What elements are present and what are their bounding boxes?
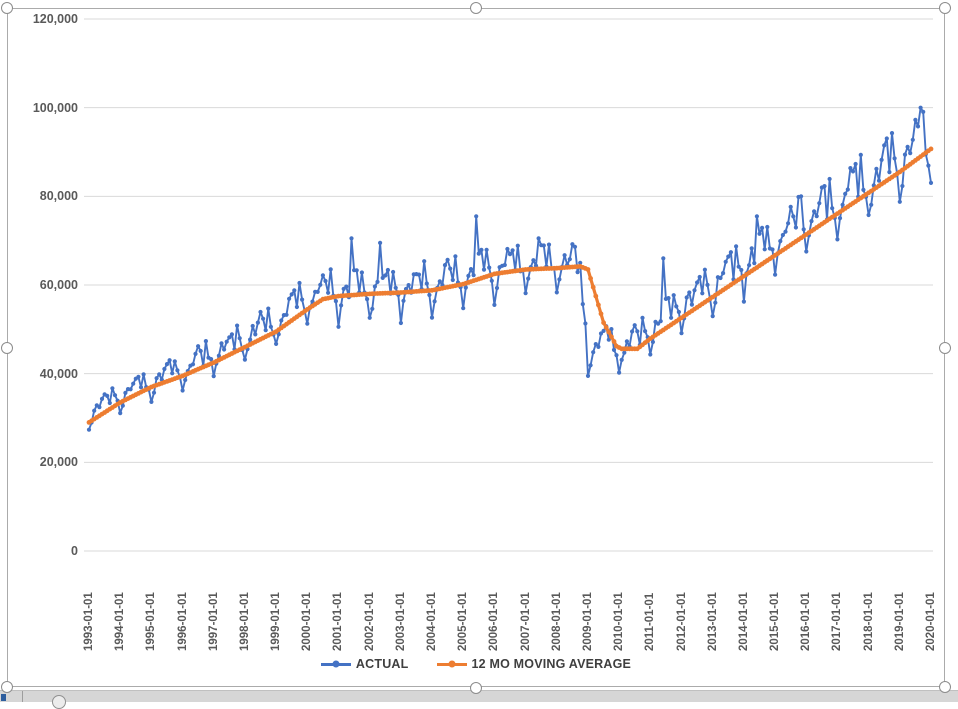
selection-handle-top-right[interactable]: [939, 2, 951, 14]
y-tick-label: 120,000: [32, 12, 78, 26]
x-tick-label: 2020-01-01: [925, 592, 937, 651]
x-tick-label: 1996-01-01: [176, 592, 189, 651]
x-tick-label: 1998-01-01: [238, 592, 251, 651]
x-tick-label: 2006-01-01: [488, 592, 501, 651]
x-tick-label: 1999-01-01: [270, 592, 283, 651]
x-tick-label: 2013-01-01: [706, 592, 719, 651]
selection-handle-bottom-center[interactable]: [470, 682, 482, 694]
x-tick-label: 2003-01-01: [394, 592, 407, 651]
y-tick-label: 20,000: [39, 455, 78, 470]
selection-handle-left-middle[interactable]: [1, 342, 13, 354]
y-tick-label: 80,000: [39, 189, 78, 204]
selection-handle-top-left[interactable]: [1, 2, 13, 14]
y-tick-label: 40,000: [39, 366, 78, 381]
x-tick-label: 2017-01-01: [831, 592, 844, 651]
x-tick-label: 2002-01-01: [363, 592, 376, 651]
x-tick-label: 2005-01-01: [457, 592, 470, 651]
y-tick-label: 0: [71, 544, 78, 558]
chart-legend: ACTUAL 12 MO MOVING AVERAGE: [8, 655, 944, 673]
y-tick-label: 60,000: [39, 278, 78, 292]
strip-circle-icon: [52, 695, 66, 709]
legend-item-actual[interactable]: ACTUAL: [320, 657, 409, 671]
sheet-tab-icon[interactable]: [1, 694, 6, 701]
selection-handle-bottom-right[interactable]: [939, 681, 951, 693]
plot-area: [84, 18, 934, 552]
selection-handle-bottom-left[interactable]: [1, 681, 13, 693]
moving-average-line-sample-icon: [436, 660, 467, 668]
x-tick-label: 2016-01-01: [800, 592, 813, 651]
x-tick-label: 2018-01-01: [862, 592, 875, 651]
legend-label-actual: ACTUAL: [355, 657, 409, 671]
x-tick-label: 2011-01-01: [644, 592, 657, 651]
x-tick-label: 1993-01-01: [83, 592, 95, 651]
x-tick-label: 2019-01-01: [893, 592, 906, 651]
x-tick-label: 1994-01-01: [114, 592, 127, 651]
x-tick-label: 2010-01-01: [613, 592, 626, 651]
x-tick-label: 2015-01-01: [769, 592, 782, 651]
x-tick-label: 2012-01-01: [675, 592, 688, 651]
y-tick-label: 100,000: [32, 100, 78, 115]
chart-object[interactable]: 0 20,000 40,000 60,000 80,000 100,000 120,000 …: [7, 8, 945, 687]
strip-divider: [22, 691, 23, 702]
selection-handle-right-middle[interactable]: [939, 342, 951, 354]
x-tick-label: 2007-01-01: [519, 592, 532, 651]
x-tick-label: 2009-01-01: [581, 592, 594, 651]
legend-label-moving-average: 12 MO MOVING AVERAGE: [471, 657, 632, 671]
x-tick-label: 2001-01-01: [332, 592, 345, 651]
x-tick-label: 2014-01-01: [737, 592, 750, 651]
legend-item-moving-average[interactable]: 12 MO MOVING AVERAGE: [436, 657, 632, 671]
selection-handle-top-center[interactable]: [470, 2, 482, 14]
x-tick-label: 1997-01-01: [207, 592, 220, 651]
x-tick-label: 2000-01-01: [301, 592, 314, 651]
x-tick-label: 2008-01-01: [550, 592, 563, 651]
x-tick-label: 1995-01-01: [145, 592, 158, 651]
actual-line-sample-icon: [320, 660, 351, 668]
x-tick-label: 2004-01-01: [426, 592, 439, 651]
